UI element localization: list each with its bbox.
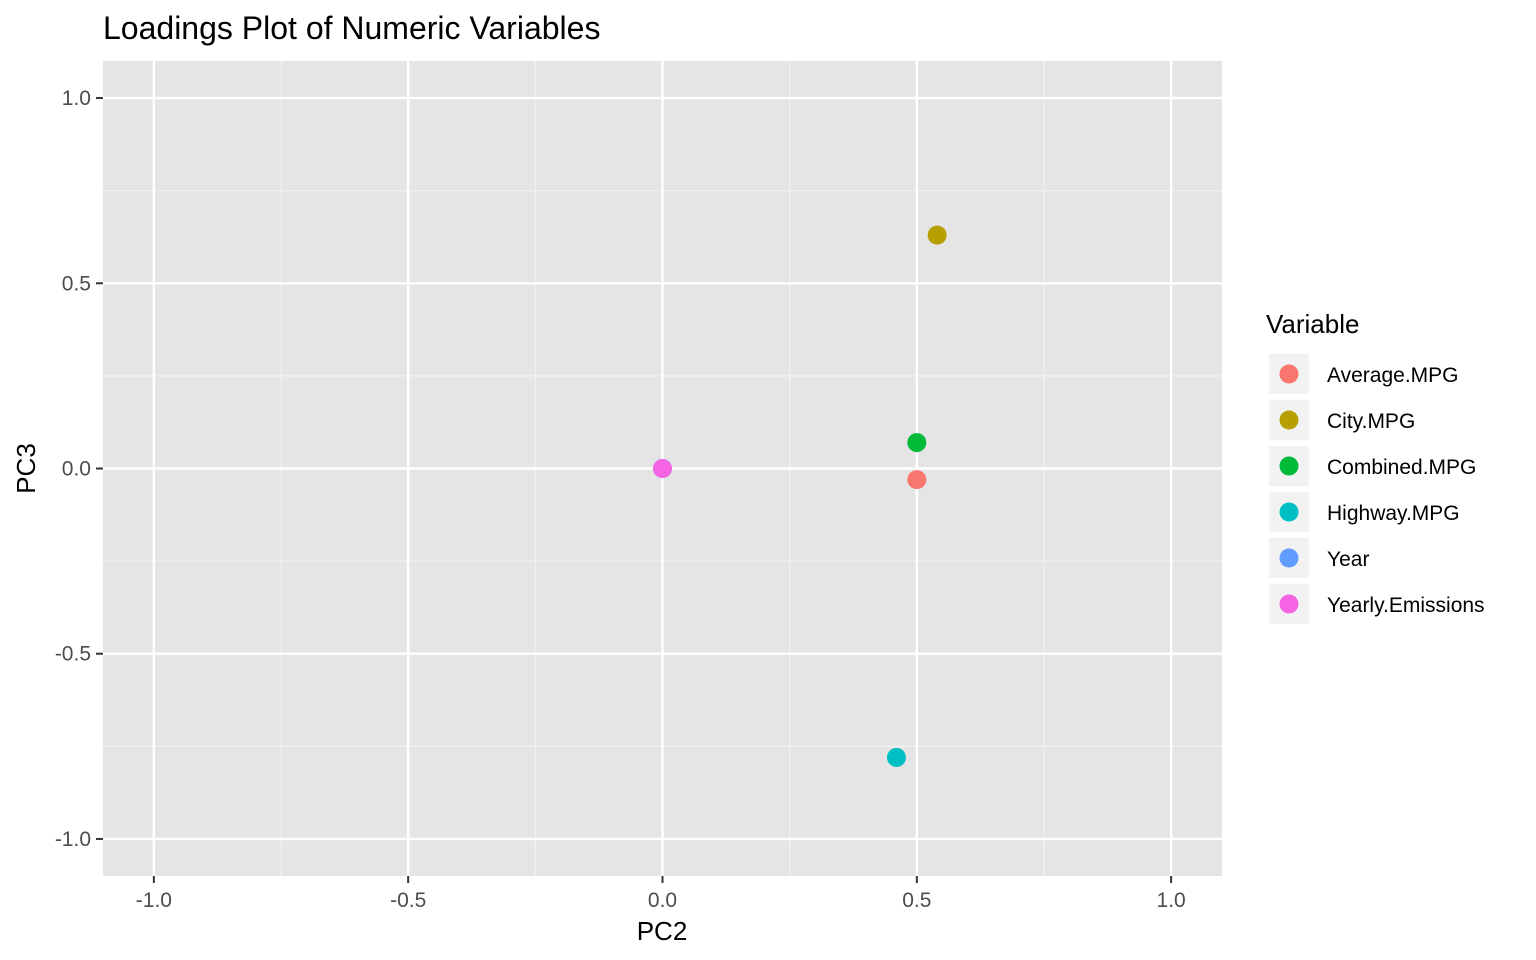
legend-items: Average.MPG City.MPG Combined.MPG Highway.M… [1267, 352, 1485, 626]
point-city-mpg [927, 225, 947, 245]
y-tick-label: 0.5 [62, 272, 91, 295]
legend-swatch [1279, 502, 1299, 522]
point-combined-mpg [907, 433, 927, 453]
legend-label: Yearly.Emissions [1327, 594, 1485, 617]
legend-label: Combined.MPG [1327, 456, 1476, 479]
legend: Variable Average.MPG City.MPG Combined.MPG… [1266, 309, 1485, 626]
legend-swatch [1279, 456, 1299, 476]
x-tick-label: 1.0 [1157, 889, 1186, 912]
y-tick-labels: -1.0 -0.5 0.0 0.5 1.0 [55, 87, 91, 851]
data-points [653, 225, 947, 767]
point-yearly-emissions [653, 459, 672, 478]
legend-swatch [1279, 364, 1299, 384]
x-tick-label: -0.5 [390, 889, 426, 912]
point-average-mpg [907, 470, 927, 490]
legend-key [1267, 352, 1311, 396]
y-tick-label: -1.0 [55, 828, 91, 851]
legend-swatch [1279, 548, 1299, 568]
x-tick-label: -1.0 [136, 889, 172, 912]
point-highway-mpg [886, 747, 906, 767]
legend-label: Year [1327, 548, 1369, 571]
y-tick-label: 1.0 [62, 87, 91, 110]
legend-label: City.MPG [1327, 410, 1415, 433]
legend-swatch [1279, 594, 1299, 614]
legend-swatch [1279, 410, 1299, 430]
y-axis-title: PC3 [11, 443, 41, 494]
legend-label: Average.MPG [1327, 364, 1459, 387]
y-tick-label: 0.0 [62, 458, 91, 481]
chart-title: Loadings Plot of Numeric Variables [103, 10, 600, 46]
legend-title: Variable [1266, 309, 1359, 339]
x-axis-title: PC2 [637, 916, 688, 946]
axis-ticks [96, 97, 1173, 883]
legend-label: Highway.MPG [1327, 502, 1460, 525]
y-tick-label: -0.5 [55, 643, 91, 666]
x-tick-label: 0.5 [902, 889, 931, 912]
x-tick-label: 0.0 [648, 889, 677, 912]
x-tick-labels: -1.0 -0.5 0.0 0.5 1.0 [136, 889, 1186, 912]
